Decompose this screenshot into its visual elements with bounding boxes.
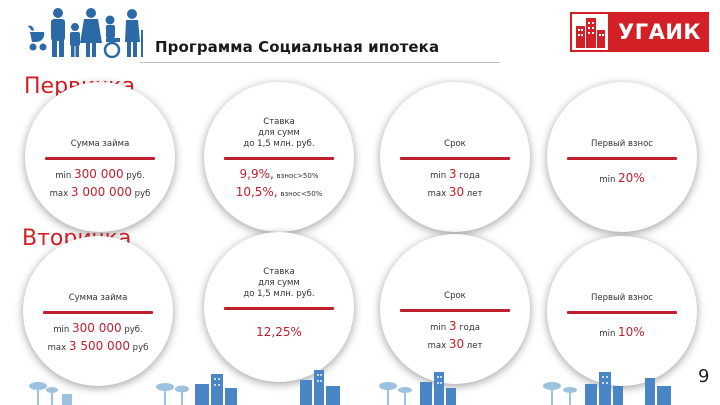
min-unit: руб. xyxy=(124,325,143,335)
max-value: 3 500 000 xyxy=(68,339,130,353)
card-divider xyxy=(224,157,334,160)
card-label: Срок xyxy=(444,291,466,301)
logo-text: УГАИК xyxy=(610,12,710,52)
max-unit: лет xyxy=(466,341,483,351)
max-value: 30 xyxy=(448,337,465,351)
rate-note-1: взнос>50% xyxy=(276,172,319,180)
rate-label-line3: до 1,5 млн. руб. xyxy=(243,139,315,149)
family-silhouette-icon xyxy=(28,8,143,58)
rate-value-1: 9,9%, xyxy=(239,167,274,181)
min-value: 3 xyxy=(448,167,457,181)
min-value: 300 000 xyxy=(72,321,122,335)
card-rate: Ставка для сумм до 1,5 млн. руб. 12,25% xyxy=(204,232,354,382)
max-prefix: max xyxy=(427,189,447,199)
card-divider xyxy=(45,157,155,160)
card-label: Первый взнос xyxy=(591,139,653,149)
max-value: 30 xyxy=(448,185,465,199)
card-divider xyxy=(43,311,153,314)
card-divider xyxy=(400,157,510,160)
min-unit: руб. xyxy=(126,171,145,181)
max-unit: руб xyxy=(132,343,149,353)
card-divider xyxy=(224,307,334,310)
page-title: Программа Социальная ипотека xyxy=(155,38,440,56)
rate-note-2: взнос<50% xyxy=(280,190,323,198)
rate-label-line1: Ставка xyxy=(263,267,295,277)
max-prefix: max xyxy=(47,343,67,353)
card-label: Сумма займа xyxy=(70,139,130,149)
down-payment-value: 10% xyxy=(618,325,645,339)
rate-label-line2: для сумм xyxy=(258,128,300,138)
min-prefix: min xyxy=(599,175,616,185)
min-prefix: min xyxy=(599,329,616,339)
card-divider xyxy=(400,309,510,312)
city-skyline-icon xyxy=(29,370,671,405)
max-prefix: max xyxy=(49,189,69,199)
max-unit: лет xyxy=(466,189,483,199)
down-payment-value: 20% xyxy=(618,171,645,185)
card-divider xyxy=(567,311,677,314)
card-down-payment: Первый взнос min 10% xyxy=(547,236,697,386)
max-prefix: max xyxy=(427,341,447,351)
min-value: 3 xyxy=(448,319,457,333)
card-term: Срок min 3 года max 30 лет xyxy=(380,234,530,384)
ugaik-logo: УГАИК xyxy=(570,12,710,52)
card-rate: Ставка для сумм до 1,5 млн. руб. 9,9%, в… xyxy=(204,82,354,232)
max-value: 3 000 000 xyxy=(70,185,132,199)
header-divider xyxy=(140,62,500,63)
card-label: Сумма займа xyxy=(68,293,128,303)
card-label: Первый взнос xyxy=(591,293,653,303)
card-label: Срок xyxy=(444,139,466,149)
rate-label-line3: до 1,5 млн. руб. xyxy=(243,289,315,299)
min-prefix: min xyxy=(55,171,72,181)
card-term: Срок min 3 года max 30 лет xyxy=(380,82,530,232)
card-down-payment: Первый взнос min 20% xyxy=(547,82,697,232)
min-unit: года xyxy=(459,323,480,333)
rate-label-line1: Ставка xyxy=(263,117,295,127)
card-loan-amount: Сумма займа min 300 000 руб. max 3 000 0… xyxy=(25,82,175,232)
card-divider xyxy=(567,157,677,160)
rate-label-line2: для сумм xyxy=(258,278,300,288)
page-number: 9 xyxy=(698,366,710,387)
min-value: 300 000 xyxy=(74,167,124,181)
min-prefix: min xyxy=(53,325,70,335)
min-unit: года xyxy=(459,171,480,181)
rate-value-2: 10,5%, xyxy=(235,185,278,199)
min-prefix: min xyxy=(430,171,447,181)
rate-value: 12,25% xyxy=(256,325,302,339)
card-loan-amount: Сумма займа min 300 000 руб. max 3 500 0… xyxy=(23,236,173,386)
building-logo-icon xyxy=(570,12,610,52)
min-prefix: min xyxy=(430,323,447,333)
max-unit: руб xyxy=(134,189,151,199)
